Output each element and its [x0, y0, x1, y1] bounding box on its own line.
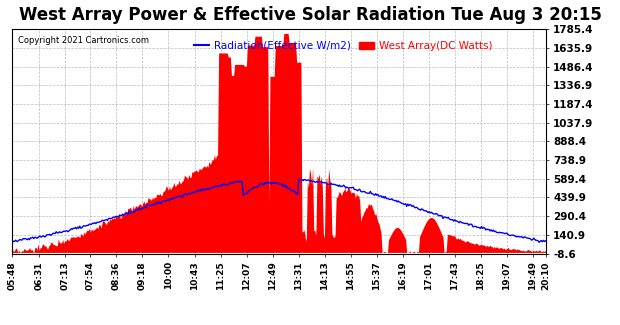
Text: West Array Power & Effective Solar Radiation Tue Aug 3 20:15: West Array Power & Effective Solar Radia… — [19, 6, 601, 24]
Legend: Radiation(Effective W/m2), West Array(DC Watts): Radiation(Effective W/m2), West Array(DC… — [190, 37, 496, 55]
Text: Copyright 2021 Cartronics.com: Copyright 2021 Cartronics.com — [18, 36, 149, 45]
